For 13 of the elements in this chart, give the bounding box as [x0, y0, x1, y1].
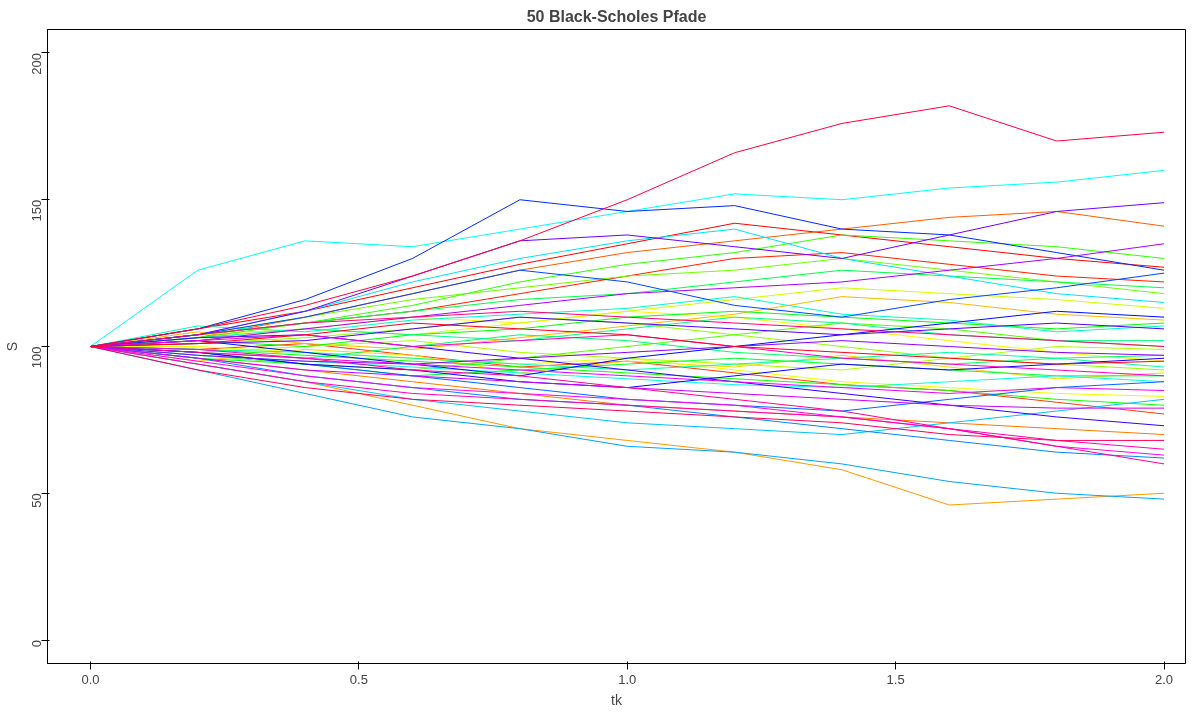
- x-axis-title: tk: [611, 691, 623, 708]
- y-tick-label: 0: [29, 640, 44, 648]
- x-tick-label: 1.0: [618, 671, 637, 687]
- y-tick-label: 50: [29, 493, 44, 508]
- x-tick-label: 1.5: [886, 671, 905, 687]
- y-tick-label: 200: [29, 52, 44, 75]
- y-axis-title: S: [3, 341, 20, 352]
- x-tick-label: 0.5: [349, 671, 368, 687]
- y-tick-label: 150: [29, 199, 44, 222]
- y-tick-label: 100: [29, 346, 44, 369]
- x-tick-label: 0.0: [81, 671, 100, 687]
- chart-title: 50 Black-Scholes Pfade: [526, 7, 707, 25]
- x-tick-label: 2.0: [1154, 671, 1174, 687]
